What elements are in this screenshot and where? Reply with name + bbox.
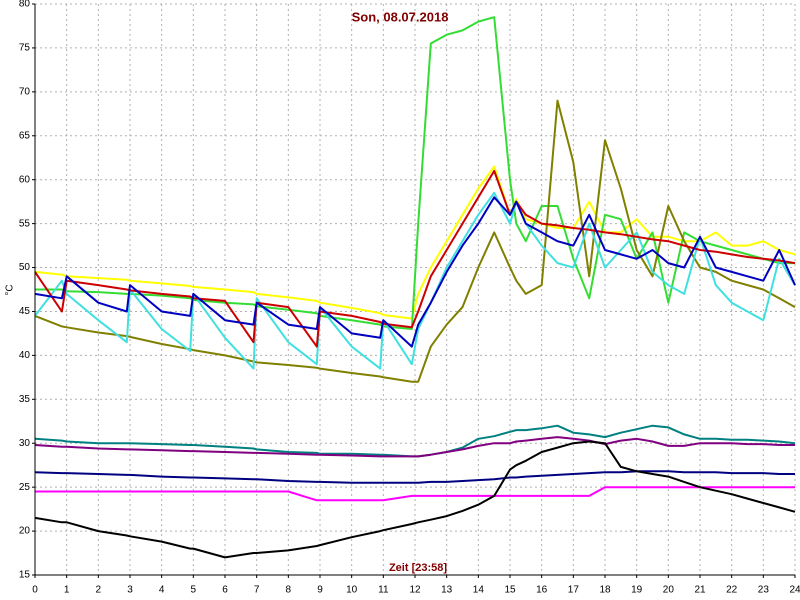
series-line [35, 486, 795, 502]
x-tick-label: 21 [694, 585, 706, 596]
y-tick-label: 75 [19, 43, 31, 54]
x-tick-label: 6 [222, 585, 228, 596]
x-tick-label: 11 [378, 585, 389, 596]
x-tick-label: 5 [191, 585, 197, 596]
x-tick-label: 24 [789, 585, 800, 596]
y-tick-label: 65 [19, 130, 31, 141]
series-line [34, 436, 795, 458]
x-tick-label: 12 [409, 585, 421, 596]
y-tick-label: 35 [19, 394, 31, 405]
series-line [34, 440, 796, 559]
x-tick-label: 7 [254, 585, 260, 596]
x-tick-label: 4 [159, 585, 165, 596]
x-axis-label: Zeit [23:58] [389, 562, 447, 574]
x-tick-label: 2 [96, 585, 102, 596]
series-line [34, 191, 796, 370]
y-tick-label: 45 [19, 306, 31, 317]
series-line [34, 196, 796, 348]
series-line [34, 470, 795, 484]
y-tick-label: 70 [19, 86, 31, 97]
x-tick-label: 23 [758, 585, 770, 596]
lines [34, 16, 796, 559]
x-tick-label: 1 [64, 585, 70, 596]
x-tick-label: 8 [286, 585, 292, 596]
y-tick-label: 60 [19, 174, 31, 185]
x-tick-label: 15 [504, 585, 516, 596]
x-tick-label: 22 [726, 585, 738, 596]
series-line [35, 16, 795, 330]
x-tick-label: 19 [631, 585, 643, 596]
x-tick-label: 16 [536, 585, 548, 596]
y-tick-label: 30 [19, 438, 31, 449]
series-line [34, 169, 796, 348]
x-tick-label: 3 [127, 585, 133, 596]
series-line [34, 424, 796, 458]
chart-title: Son, 08.07.2018 [352, 9, 449, 24]
y-tick-label: 55 [19, 218, 31, 229]
series-line [34, 165, 796, 320]
x-tick-label: 9 [317, 585, 323, 596]
y-axis-label: °C [5, 284, 16, 295]
x-tick-label: 0 [32, 585, 38, 596]
x-tick-label: 17 [568, 585, 580, 596]
x-tick-label: 18 [599, 585, 611, 596]
x-tick-label: 20 [663, 585, 675, 596]
x-tick-label: 14 [473, 585, 485, 596]
x-tick-label: 10 [346, 585, 358, 596]
y-tick-label: 80 [19, 0, 31, 10]
y-tick-label: 20 [19, 526, 31, 537]
y-tick-label: 25 [19, 482, 31, 493]
y-tick-label: 50 [19, 262, 31, 273]
y-tick-label: 40 [19, 350, 31, 361]
x-tick-label: 13 [441, 585, 453, 596]
y-tick-label: 15 [19, 570, 31, 581]
